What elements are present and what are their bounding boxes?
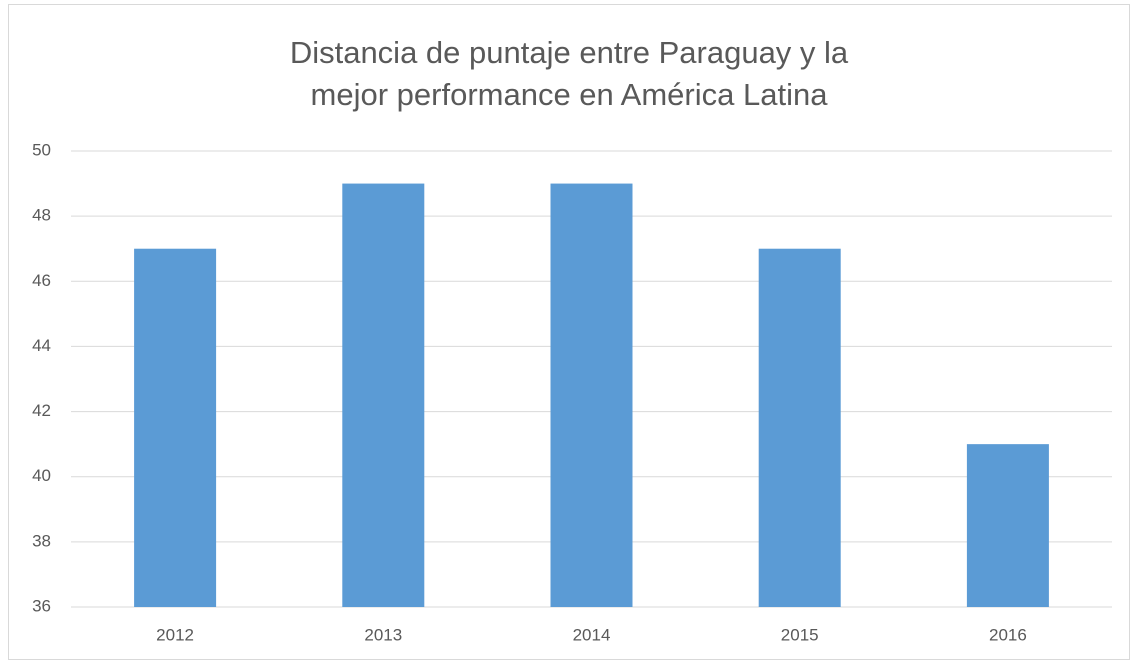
chart-border	[8, 4, 1130, 660]
y-tick-label: 36	[32, 596, 51, 615]
bar	[342, 183, 425, 608]
y-tick-label: 50	[32, 140, 51, 159]
y-tick-label: 40	[32, 466, 51, 485]
y-tick-label: 42	[32, 401, 51, 420]
bar	[134, 248, 217, 607]
x-tick-label: 2015	[781, 625, 819, 644]
bar	[758, 248, 841, 607]
x-tick-label: 2014	[573, 625, 611, 644]
x-tick-label: 2013	[364, 625, 402, 644]
y-tick-label: 44	[32, 336, 51, 355]
x-tick-label: 2016	[989, 625, 1027, 644]
bar	[550, 183, 633, 608]
x-tick-label: 2012	[156, 625, 194, 644]
y-tick-label: 46	[32, 271, 51, 290]
y-tick-label: 38	[32, 531, 51, 550]
chart-title: Distancia de puntaje entre Paraguay y la…	[289, 35, 849, 112]
bar	[966, 444, 1049, 607]
y-tick-label: 48	[32, 206, 51, 225]
